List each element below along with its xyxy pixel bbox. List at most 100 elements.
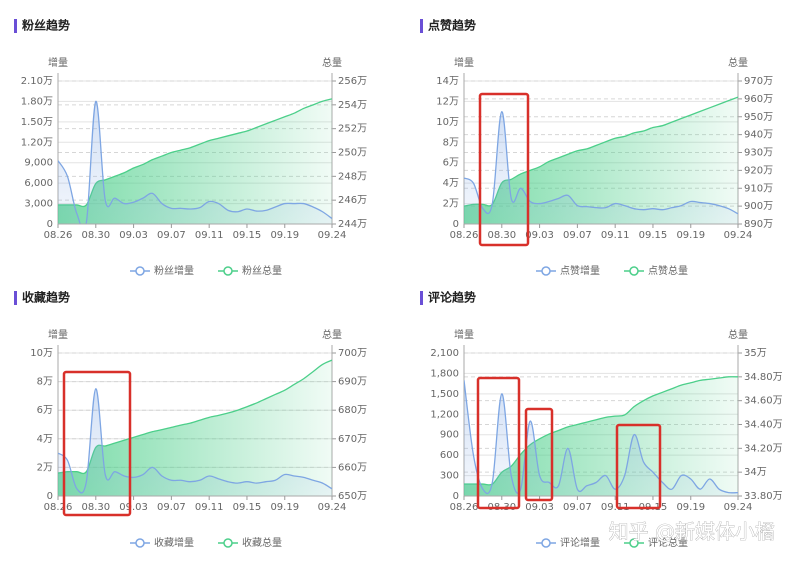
chart-title: 评论趋势	[428, 290, 476, 305]
y2-tick-label: 690万	[338, 377, 367, 388]
x-tick-label: 09.07	[563, 502, 592, 513]
y2-axis-title: 总量	[728, 56, 748, 69]
x-tick-label: 08.26	[450, 502, 479, 513]
x-tick-label: 09.03	[525, 502, 554, 513]
legend-icon	[135, 538, 145, 548]
x-tick-label: 09.07	[157, 230, 186, 241]
x-tick-label: 08.30	[487, 230, 516, 241]
series-layer	[58, 359, 332, 496]
y2-tick-label: 254万	[338, 100, 367, 111]
legend-label: 评论增量	[560, 536, 600, 549]
y2-tick-label: 670万	[338, 434, 367, 445]
chart-title: 点赞趋势	[428, 18, 476, 33]
y-axis-title: 增量	[48, 328, 68, 341]
y2-axis-title: 总量	[322, 328, 342, 341]
chart-panel: 粉丝趋势 0 3,000 6,000 9,000 1.20万 1.50万 1.80万 2.10万…	[14, 18, 367, 277]
charts: 粉丝趋势 0 3,000 6,000 9,000 1.20万 1.50万 1.80万 2.10万…	[14, 18, 783, 549]
x-tick-label: 09.03	[119, 502, 148, 513]
y2-tick-label: 34.60万	[744, 396, 783, 407]
y2-tick-label: 244万	[338, 219, 367, 230]
y-tick-label: 900	[440, 430, 459, 441]
highlight-box	[476, 376, 521, 510]
legend-icon	[223, 538, 233, 548]
y2-tick-label: 33.80万	[744, 491, 783, 502]
legend-label: 粉丝增量	[154, 264, 194, 277]
y-tick-label: 2万	[37, 462, 53, 473]
highlight-box	[615, 423, 662, 510]
x-tick-label: 08.30	[81, 502, 110, 513]
y-tick-label: 4万	[37, 434, 53, 445]
legend-label: 粉丝总量	[242, 264, 282, 277]
title-marker	[420, 19, 423, 33]
y-tick-label: 1,200	[430, 409, 459, 420]
y2-tick-label: 900万	[744, 201, 773, 212]
series-layer	[58, 98, 332, 224]
y2-axis-title: 总量	[728, 328, 748, 341]
line	[58, 359, 332, 475]
highlight-box	[524, 407, 554, 502]
x-tick-label: 09.24	[724, 230, 753, 241]
y-tick-label: 12万	[436, 96, 459, 107]
x-tick-label: 09.11	[601, 230, 630, 241]
title-marker	[14, 291, 17, 305]
x-tick-label: 09.07	[157, 502, 186, 513]
y-tick-label: 8万	[37, 377, 53, 388]
title-marker	[14, 19, 17, 33]
y-tick-label: 4万	[443, 178, 459, 189]
y2-tick-label: 256万	[338, 76, 367, 87]
x-tick-label: 09.19	[270, 502, 299, 513]
area	[464, 111, 738, 224]
area	[58, 101, 332, 224]
chart-panel: 评论趋势 0 300 600 900 1,200 1,500 1,800 2,100 33.80万…	[420, 290, 783, 549]
y-axis-title: 增量	[48, 56, 68, 69]
area	[58, 360, 332, 496]
y2-tick-label: 248万	[338, 171, 367, 182]
legend-icon	[541, 266, 551, 276]
y-tick-label: 14万	[436, 76, 459, 87]
y-tick-label: 1,800	[430, 368, 459, 379]
area	[464, 97, 738, 224]
y-tick-label: 1.80万	[21, 96, 53, 107]
y-axis-title: 增量	[454, 56, 474, 69]
highlight-boxes	[62, 92, 662, 517]
x-tick-label: 09.11	[195, 502, 224, 513]
series-layer	[464, 96, 738, 224]
area	[464, 380, 738, 496]
legend-label: 评论总量	[648, 536, 688, 549]
x-tick-label: 08.26	[450, 230, 479, 241]
x-tick-label: 09.24	[318, 230, 347, 241]
y2-tick-label: 650万	[338, 491, 367, 502]
y-tick-label: 2,100	[430, 348, 459, 359]
chart-panel: 收藏趋势 0 2万 4万 6万 8万 10万 650万 660万 670万 680万 690万 700万…	[14, 290, 367, 549]
y-tick-label: 300	[440, 471, 459, 482]
x-tick-label: 09.11	[601, 502, 630, 513]
line	[464, 380, 738, 495]
legend-icon	[629, 266, 639, 276]
y2-axis-title: 总量	[322, 56, 342, 69]
y2-tick-label: 34.20万	[744, 443, 783, 454]
highlight-box	[62, 370, 132, 517]
area	[58, 388, 332, 496]
x-tick-label: 09.15	[233, 502, 262, 513]
y2-tick-label: 34.80万	[744, 372, 783, 383]
y2-tick-label: 940万	[744, 130, 773, 141]
y2-tick-label: 680万	[338, 405, 367, 416]
x-tick-label: 09.19	[270, 230, 299, 241]
line	[58, 100, 332, 224]
y2-tick-label: 700万	[338, 348, 367, 359]
x-tick-label: 08.30	[81, 230, 110, 241]
x-tick-label: 09.24	[724, 502, 753, 513]
y2-tick-label: 890万	[744, 219, 773, 230]
y2-tick-label: 35万	[744, 348, 767, 359]
x-tick-label: 09.03	[525, 230, 554, 241]
line	[58, 98, 332, 208]
legend-icon	[135, 266, 145, 276]
line	[464, 110, 738, 215]
legend-icon	[223, 266, 233, 276]
legend-label: 收藏总量	[242, 536, 282, 549]
y-tick-label: 1.20万	[21, 137, 53, 148]
y-tick-label: 1,500	[430, 389, 459, 400]
y2-tick-label: 960万	[744, 94, 773, 105]
y2-tick-label: 920万	[744, 165, 773, 176]
